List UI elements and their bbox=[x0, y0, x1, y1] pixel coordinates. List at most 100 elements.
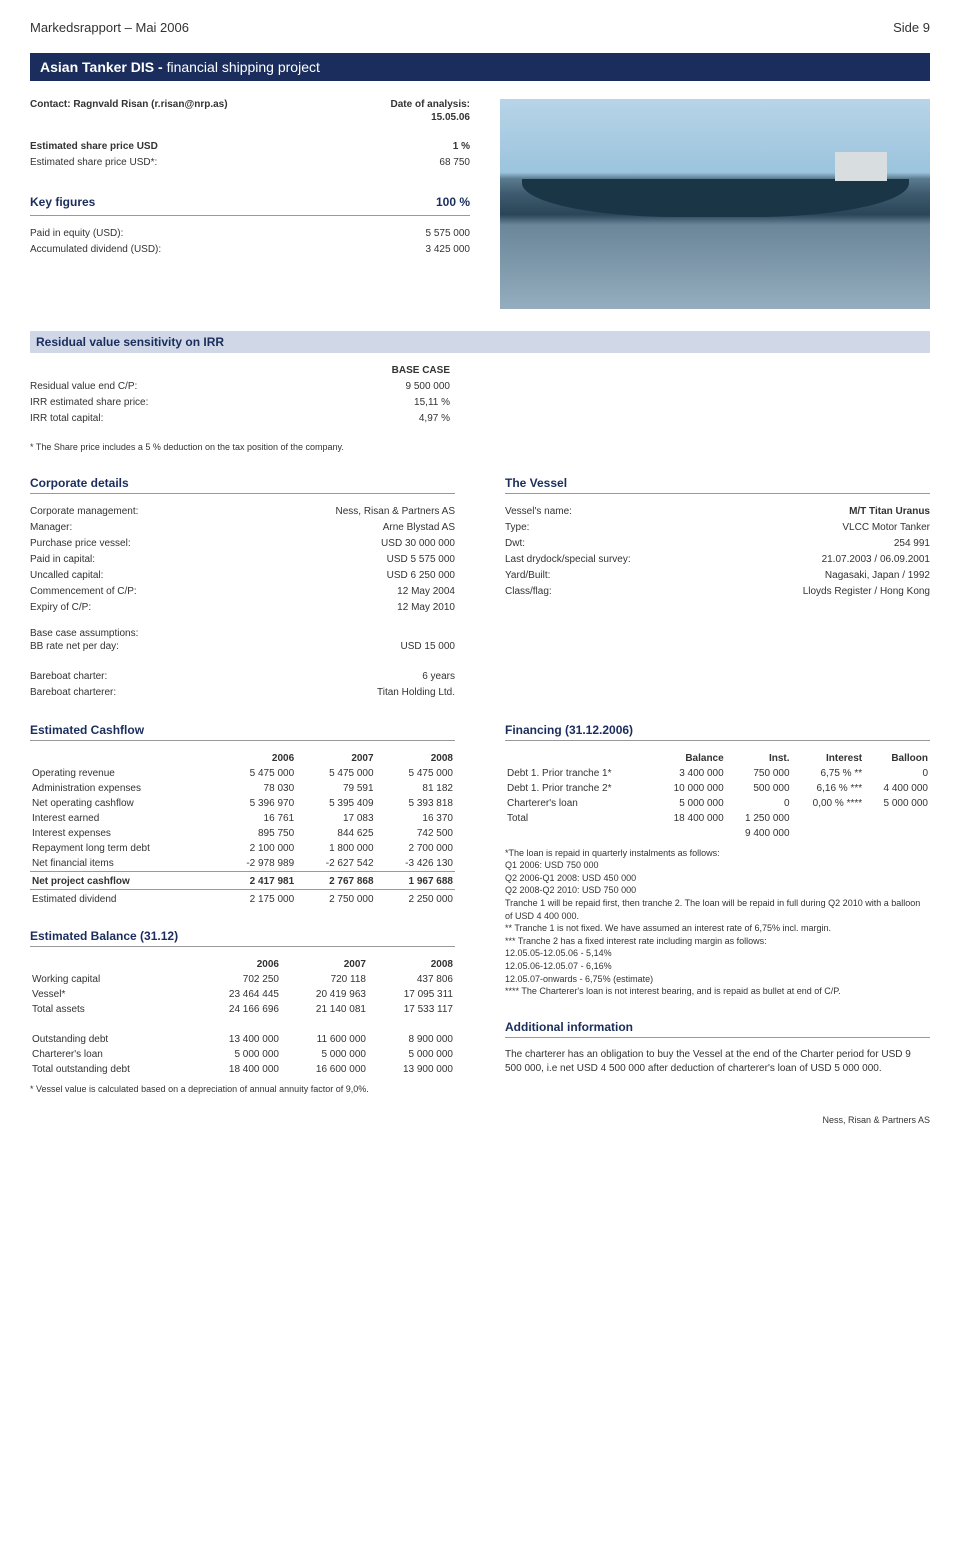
table-cell: 81 182 bbox=[376, 781, 455, 796]
kv-label: Class/flag: bbox=[505, 584, 552, 600]
kv-label: Purchase price vessel: bbox=[30, 536, 131, 552]
kv-label: Vessel's name: bbox=[505, 504, 572, 520]
fin-note-line: *The loan is repaid in quarterly instalm… bbox=[505, 847, 930, 860]
table-cell: 17 083 bbox=[296, 811, 375, 826]
table-cell: 16 761 bbox=[217, 811, 296, 826]
table-cell: 0 bbox=[726, 796, 792, 811]
kv-value: 21.07.2003 / 06.09.2001 bbox=[822, 552, 930, 568]
kv-label: Paid in capital: bbox=[30, 552, 95, 568]
table-cell: 17 095 311 bbox=[368, 987, 455, 1002]
kv-row: Purchase price vessel: USD 30 000 000 bbox=[30, 536, 455, 552]
esp-l2-val: 68 750 bbox=[439, 155, 470, 171]
table-cell: 10 000 000 bbox=[652, 781, 725, 796]
col-header bbox=[30, 751, 217, 766]
table-cell: Total outstanding debt bbox=[30, 1062, 194, 1077]
kv-value: USD 30 000 000 bbox=[381, 536, 455, 552]
table-cell: 5 000 000 bbox=[652, 796, 725, 811]
table-cell: Working capital bbox=[30, 972, 194, 987]
table-cell: 16 370 bbox=[376, 811, 455, 826]
keyfig-col: 100 % bbox=[436, 193, 470, 212]
col-header: Balance bbox=[652, 751, 725, 766]
table-cell: 2 175 000 bbox=[217, 889, 296, 907]
table-cell: 2 700 000 bbox=[376, 841, 455, 856]
keyfig-title: Key figures bbox=[30, 193, 95, 212]
add-text: The charterer has an obligation to buy t… bbox=[505, 1048, 930, 1076]
table-cell: 6,75 % ** bbox=[792, 766, 865, 781]
cash-hdr: Estimated Cashflow bbox=[30, 723, 455, 741]
balance-table: 200620072008 Working capital702 250720 1… bbox=[30, 957, 455, 1077]
kv-value: USD 5 575 000 bbox=[387, 552, 455, 568]
table-row: Estimated dividend2 175 0002 750 0002 25… bbox=[30, 889, 455, 907]
table-cell: 5 000 000 bbox=[368, 1047, 455, 1062]
base-assump: Base case assumptions: bbox=[30, 628, 455, 639]
bal-note: * Vessel value is calculated based on a … bbox=[30, 1083, 455, 1096]
esp-l2-lbl: Estimated share price USD*: bbox=[30, 155, 157, 171]
table-cell: 437 806 bbox=[368, 972, 455, 987]
table-cell: 720 118 bbox=[281, 972, 368, 987]
table-cell: 4 400 000 bbox=[864, 781, 930, 796]
table-cell: 5 000 000 bbox=[281, 1047, 368, 1062]
table-cell: 24 166 696 bbox=[194, 1002, 281, 1017]
kv-label: Type: bbox=[505, 520, 529, 536]
table-cell: 895 750 bbox=[217, 826, 296, 841]
table-cell: 23 464 445 bbox=[194, 987, 281, 1002]
sens-r1-lbl: Residual value end C/P: bbox=[30, 379, 137, 395]
cashflow-table: 200620072008 Operating revenue5 475 0005… bbox=[30, 751, 455, 907]
table-row: Total outstanding debt18 400 00016 600 0… bbox=[30, 1062, 455, 1077]
table-row: Charterer's loan5 000 00000,00 % ****5 0… bbox=[505, 796, 930, 811]
table-cell: Estimated dividend bbox=[30, 889, 217, 907]
table-cell: 0,00 % **** bbox=[792, 796, 865, 811]
table-cell: 1 967 688 bbox=[376, 871, 455, 889]
kv-row: Paid in capital: USD 5 575 000 bbox=[30, 552, 455, 568]
table-row: Total18 400 0001 250 000 bbox=[505, 811, 930, 826]
col-header: 2008 bbox=[368, 957, 455, 972]
kv-row: Dwt:254 991 bbox=[505, 536, 930, 552]
table-cell: Net operating cashflow bbox=[30, 796, 217, 811]
kv-value: Arne Blystad AS bbox=[383, 520, 455, 536]
kv-label: Corporate management: bbox=[30, 504, 138, 520]
kv-row: Type: VLCC Motor Tanker bbox=[505, 520, 930, 536]
table-row: Net operating cashflow5 396 9705 395 409… bbox=[30, 796, 455, 811]
table-cell: Debt 1. Prior tranche 2* bbox=[505, 781, 652, 796]
table-cell: 78 030 bbox=[217, 781, 296, 796]
table-row: Administration expenses78 03079 59181 18… bbox=[30, 781, 455, 796]
table-cell: Debt 1. Prior tranche 1* bbox=[505, 766, 652, 781]
fin-note-line: ** Tranche 1 is not fixed. We have assum… bbox=[505, 922, 930, 935]
table-cell bbox=[864, 811, 930, 826]
table-cell: Vessel* bbox=[30, 987, 194, 1002]
financing-table: BalanceInst.InterestBalloon Debt 1. Prio… bbox=[505, 751, 930, 841]
bc-lbl: Bareboat charter: bbox=[30, 669, 107, 685]
kf-r1-val: 5 575 000 bbox=[426, 226, 471, 242]
header-left: Markedsrapport – Mai 2006 bbox=[30, 20, 189, 35]
kv-label: Last drydock/special survey: bbox=[505, 552, 631, 568]
kv-value: Ness, Risan & Partners AS bbox=[336, 504, 456, 520]
col-header: Balloon bbox=[864, 751, 930, 766]
kv-value: 12 May 2004 bbox=[397, 584, 455, 600]
banner-light: financial shipping project bbox=[167, 59, 320, 75]
table-cell: 742 500 bbox=[376, 826, 455, 841]
sens-r3-val: 4,97 % bbox=[419, 411, 450, 427]
bb-lbl: BB rate net per day: bbox=[30, 639, 119, 655]
kv-row: Uncalled capital:USD 6 250 000 bbox=[30, 568, 455, 584]
table-cell: 13 900 000 bbox=[368, 1062, 455, 1077]
table-cell: 2 100 000 bbox=[217, 841, 296, 856]
banner-bold: Asian Tanker DIS - bbox=[40, 59, 167, 75]
kv-value: M/T Titan Uranus bbox=[849, 504, 930, 520]
kv-row: Class/flag:Lloyds Register / Hong Kong bbox=[505, 584, 930, 600]
table-cell: Total assets bbox=[30, 1002, 194, 1017]
table-cell: 5 395 409 bbox=[296, 796, 375, 811]
add-hdr: Additional information bbox=[505, 1020, 930, 1038]
col-header: 2008 bbox=[376, 751, 455, 766]
kf-r1-lbl: Paid in equity (USD): bbox=[30, 226, 123, 242]
table-cell: Total bbox=[505, 811, 652, 826]
keyfig-hdr: Key figures 100 % bbox=[30, 193, 470, 216]
kv-value: VLCC Motor Tanker bbox=[842, 520, 930, 536]
fin-note-line: 12.05.06-12.05.07 - 6,16% bbox=[505, 960, 930, 973]
table-cell: Net financial items bbox=[30, 856, 217, 872]
kv-label: Uncalled capital: bbox=[30, 568, 103, 584]
table-cell: Charterer's loan bbox=[505, 796, 652, 811]
vessel-hdr: The Vessel bbox=[505, 476, 930, 494]
col-header: Interest bbox=[792, 751, 865, 766]
sens-r1-val: 9 500 000 bbox=[406, 379, 451, 395]
kv-label: Yard/Built: bbox=[505, 568, 550, 584]
